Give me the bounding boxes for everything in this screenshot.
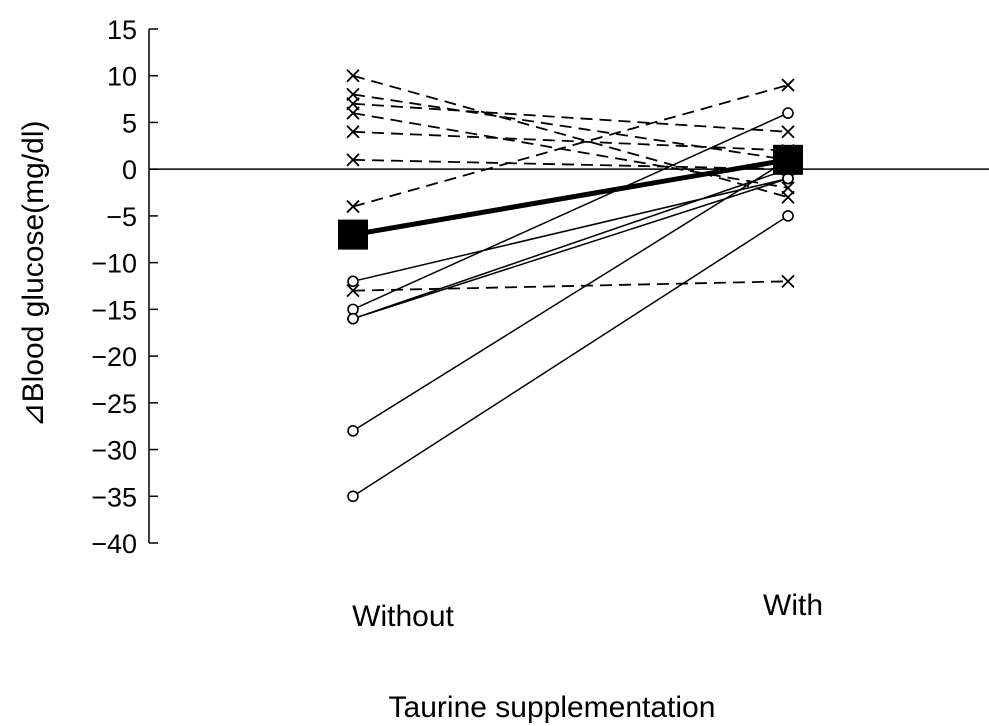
mean-square-marker	[773, 144, 803, 175]
circle-marker	[347, 425, 359, 437]
series-line	[352, 158, 789, 171]
circle-marker	[347, 275, 359, 288]
y-axis-title: ⊿Blood glucose(mg/dl)	[17, 121, 50, 428]
x-marker-stroke	[781, 274, 795, 288]
x-marker-stroke	[346, 284, 360, 298]
y-tick-label: −25	[91, 389, 137, 419]
series-line	[352, 74, 789, 199]
circle-marker	[347, 490, 359, 503]
circle-marker	[782, 172, 794, 185]
y-tick-label: 10	[107, 62, 137, 92]
series-line	[352, 93, 789, 161]
series-line	[352, 168, 789, 320]
axes	[148, 29, 989, 543]
x-marker	[346, 125, 360, 139]
circle-marker	[347, 312, 359, 325]
series-line	[352, 177, 789, 283]
x-marker	[346, 87, 360, 102]
x-marker	[781, 274, 795, 288]
series-line	[352, 130, 789, 152]
y-tick-label: −10	[91, 249, 137, 279]
x-marker-stroke	[346, 153, 360, 167]
x-category-label: Without	[352, 600, 454, 633]
y-tick-label: −15	[91, 295, 137, 325]
circle-marker	[782, 210, 794, 222]
y-tick-label: −30	[91, 436, 137, 466]
x-marker-stroke	[781, 190, 795, 204]
x-marker	[346, 199, 360, 214]
y-tick-label: −5	[106, 202, 137, 232]
y-tick-label: −40	[91, 529, 137, 559]
x-marker-stroke	[346, 106, 360, 120]
x-category-label: With	[763, 589, 823, 622]
y-tick-label: 5	[122, 108, 137, 138]
y-tick-label: −20	[91, 342, 137, 372]
y-tick-label: 0	[122, 155, 137, 185]
x-marker-stroke	[346, 125, 360, 139]
x-marker-stroke	[346, 199, 360, 214]
series-markers	[338, 69, 803, 503]
x-marker-stroke	[781, 78, 795, 92]
series-line	[352, 159, 789, 432]
y-tick-label: −35	[91, 482, 137, 512]
x-marker	[346, 284, 360, 298]
series-lines	[352, 74, 789, 497]
x-marker	[781, 190, 795, 204]
x-marker	[781, 78, 795, 92]
series-line	[352, 157, 789, 238]
x-marker-stroke	[346, 97, 360, 111]
x-axis-title: Taurine supplementation	[389, 691, 716, 724]
x-marker	[346, 153, 360, 167]
circle-marker	[782, 107, 794, 119]
circle-marker	[347, 303, 359, 316]
x-marker	[346, 69, 360, 83]
series-line	[352, 84, 789, 208]
mean-square-marker	[338, 219, 368, 250]
y-tick-label: 15	[107, 15, 137, 45]
series-line	[352, 280, 789, 292]
x-marker	[781, 181, 795, 195]
series-line	[352, 102, 789, 133]
x-marker	[781, 125, 795, 139]
x-marker-stroke	[781, 181, 795, 195]
series-line	[352, 215, 789, 497]
x-marker	[346, 97, 360, 111]
x-marker-stroke	[346, 87, 360, 102]
x-marker	[346, 106, 360, 120]
y-ticks: 15 10 5 0 −5 −10 −15 −20 −25 −30 −35 −40	[91, 15, 158, 559]
x-marker-stroke	[781, 125, 795, 139]
series-line	[352, 112, 789, 189]
series-line	[352, 112, 789, 311]
series-line	[352, 177, 789, 320]
x-marker-stroke	[346, 69, 360, 83]
